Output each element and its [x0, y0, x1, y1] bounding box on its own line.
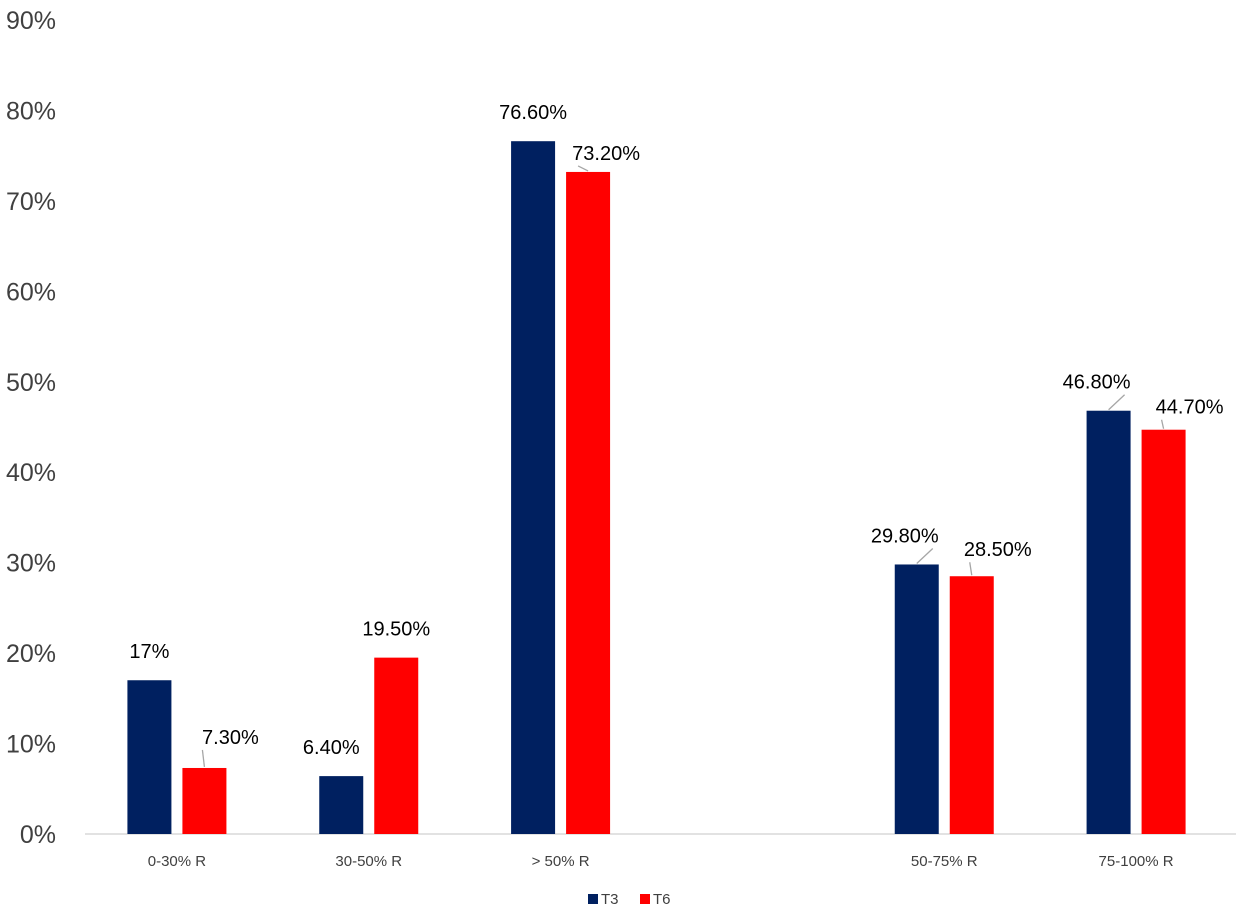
data-label: 29.80%	[871, 525, 939, 547]
bar-t3	[511, 141, 556, 834]
y-tick-label: 40%	[6, 459, 56, 487]
data-labels-group: 17% 7.30% 6.40% 19.50% 76.60%73.20% 29.80% 28.…	[129, 102, 1224, 768]
y-tick-label: 50%	[6, 369, 56, 397]
data-label: 6.40%	[303, 737, 360, 759]
y-tick-label: 90%	[6, 7, 56, 35]
y-tick-label: 70%	[6, 188, 56, 216]
data-label: 76.60%	[499, 102, 567, 124]
x-category-label: 75-100% R	[1099, 853, 1174, 870]
data-label: 7.30%	[202, 727, 259, 749]
bar-t6	[566, 171, 611, 835]
legend: T3 T6	[588, 891, 671, 908]
leader-line	[916, 548, 934, 564]
y-tick-label: 60%	[6, 278, 56, 306]
leader-line	[969, 562, 973, 576]
y-axis-tick-labels: 0% 10% 20% 30% 40% 50% 60% 70% 80% 90%	[6, 7, 56, 849]
bar-t3	[894, 564, 939, 834]
legend-swatch-t6	[640, 894, 650, 904]
x-category-label: > 50% R	[532, 853, 590, 870]
data-label: 19.50%	[362, 619, 430, 641]
legend-label-t3: T3	[601, 891, 619, 908]
data-label: 73.20%	[572, 143, 640, 165]
x-axis-category-labels: 0-30% R 30-50% R > 50% R 50-75% R 75-100% R	[148, 853, 1174, 870]
bar-t3	[1086, 410, 1131, 834]
x-category-label: 0-30% R	[148, 853, 207, 870]
bar-t6	[182, 767, 227, 834]
leader-line	[1108, 394, 1126, 411]
data-label: 46.80%	[1063, 372, 1131, 394]
bar-t6	[949, 576, 994, 834]
bar-t6	[374, 657, 419, 834]
data-label: 44.70%	[1156, 397, 1224, 419]
legend-swatch-t3	[588, 894, 598, 904]
bars-group	[127, 141, 1186, 835]
leader-line	[1160, 419, 1165, 429]
leader-line	[201, 749, 206, 768]
data-label: 28.50%	[964, 539, 1032, 561]
leader-line	[577, 165, 589, 172]
y-tick-label: 30%	[6, 550, 56, 578]
legend-label-t6: T6	[653, 891, 671, 908]
y-tick-label: 10%	[6, 731, 56, 759]
y-tick-label: 80%	[6, 97, 56, 125]
bar-t3	[127, 680, 172, 834]
y-tick-label: 20%	[6, 640, 56, 668]
x-category-label: 30-50% R	[335, 853, 402, 870]
bar-t6	[1141, 429, 1186, 834]
y-tick-label: 0%	[20, 821, 56, 849]
data-label: 17%	[129, 641, 169, 663]
bar-t3	[319, 776, 364, 834]
x-category-label: 50-75% R	[911, 853, 978, 870]
